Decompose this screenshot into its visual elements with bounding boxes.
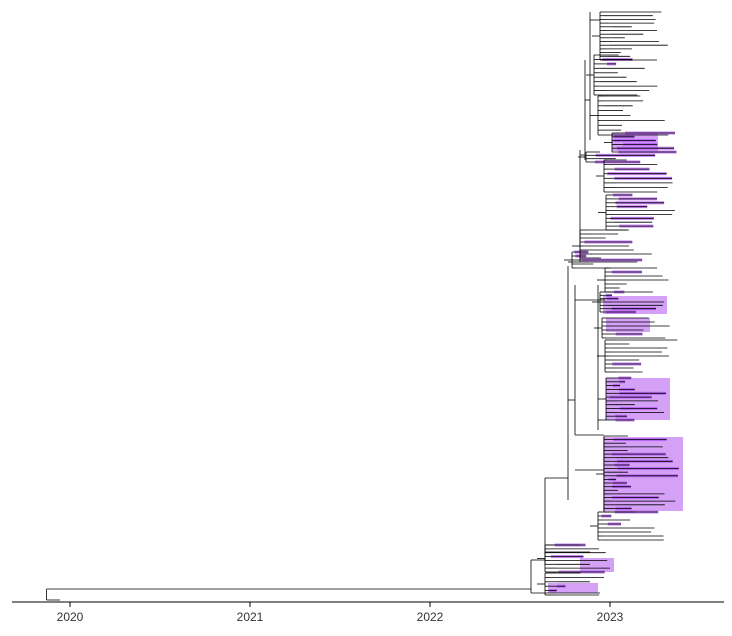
highlighted-clade-box [612,133,658,151]
axis-tick-label-2022: 2022 [417,610,444,624]
axis-tick-label-2020: 2020 [57,610,84,624]
highlighted-clade-box [606,318,650,332]
highlighted-clade-box [603,437,683,511]
tree-branches [46,11,679,601]
time-axis: 2020 2021 2022 2023 [12,601,724,624]
axis-tick-label-2023: 2023 [597,610,624,624]
highlighted-clade-box [580,558,614,572]
axis-tick-label-2021: 2021 [237,610,264,624]
highlighted-clade-box [548,583,598,593]
highlighted-clade-box [606,378,670,420]
